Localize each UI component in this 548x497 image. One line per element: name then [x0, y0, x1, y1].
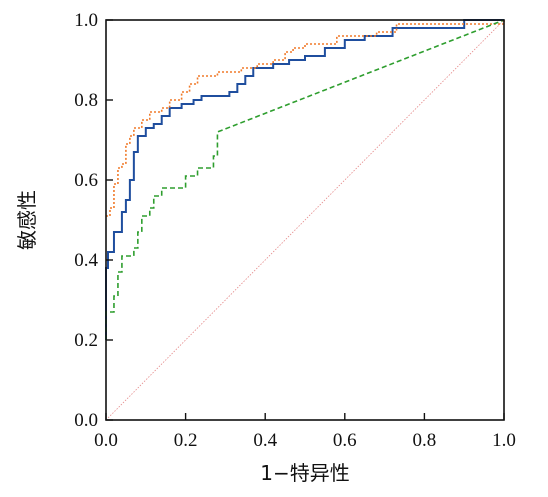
y-tick-label: 1.0 [74, 10, 98, 31]
y-tick-label: 0.6 [74, 170, 98, 191]
x-tick-label: 0.2 [174, 430, 198, 451]
reference-line [105, 19, 505, 421]
plot-frame [105, 19, 505, 421]
roc-curve-1 [105, 19, 504, 340]
reference-diagonal-layer [105, 19, 505, 421]
y-tick-label: 0.0 [74, 410, 98, 431]
tick-labels-layer: 0.0 0.2 0.4 0.6 0.8 1.0 0.0 0.2 0.4 0.6 0.8 1.0 [74, 10, 516, 451]
x-tick-label: 1.0 [492, 430, 516, 451]
x-axis-title: 1−特异性 [260, 461, 349, 485]
y-axis-title: 敏感性 [15, 190, 39, 250]
x-tick-label: 0.8 [413, 430, 437, 451]
y-tick-label: 0.2 [74, 330, 98, 351]
roc-curve-3 [105, 19, 505, 340]
x-tick-label: 0.6 [333, 430, 357, 451]
series-layer [105, 19, 505, 340]
ticks-layer [105, 19, 505, 421]
x-tick-label: 0.0 [94, 430, 118, 451]
x-tick-label: 0.4 [253, 430, 277, 451]
y-tick-label: 0.4 [74, 250, 98, 271]
roc-curve-2 [106, 20, 505, 217]
y-tick-label: 0.8 [74, 90, 98, 111]
